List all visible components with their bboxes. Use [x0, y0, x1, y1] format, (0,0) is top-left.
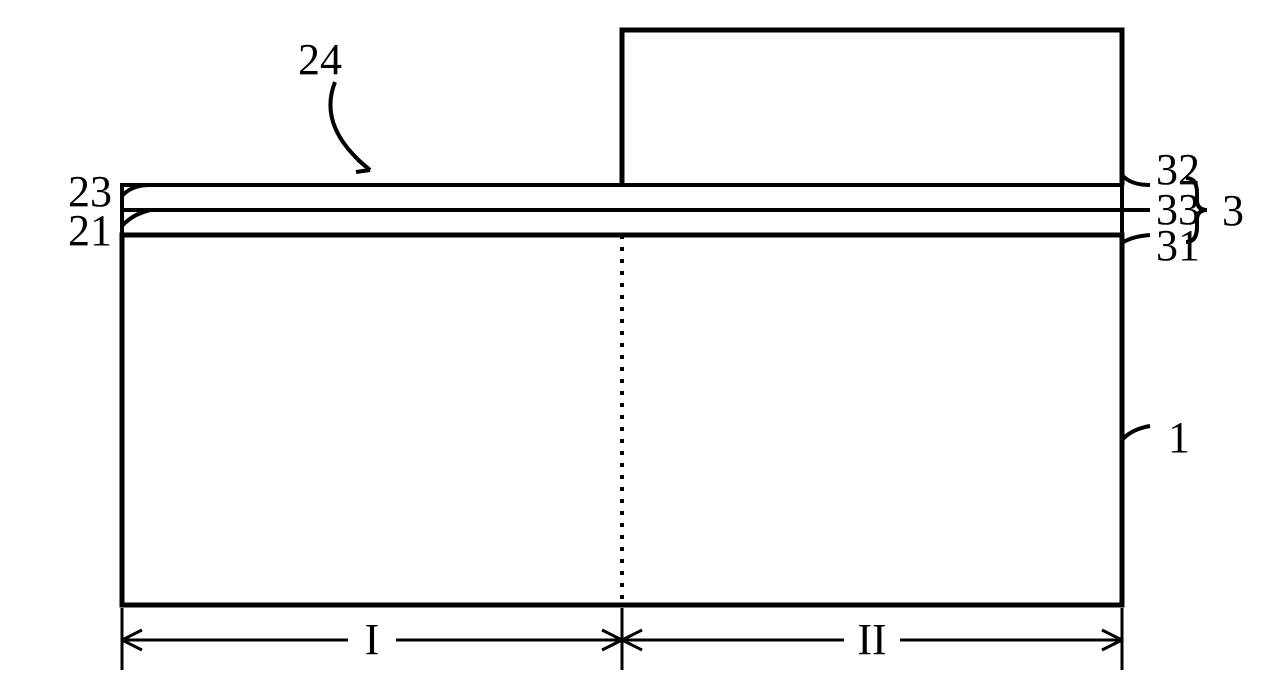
diagram-canvas: 24 23 21 32 33 31 1 3 I II	[0, 0, 1264, 680]
region-II-label: II	[857, 615, 886, 664]
pointer-24-arrowhead	[356, 160, 370, 172]
label-21: 21	[68, 206, 112, 255]
layer-33	[122, 210, 1122, 235]
pointer-24-curve	[330, 82, 370, 170]
tick-32	[1122, 175, 1150, 185]
tick-1	[1122, 426, 1150, 440]
raised-block	[622, 30, 1122, 185]
label-1: 1	[1168, 413, 1190, 462]
layer-32	[122, 185, 1122, 210]
label-31: 31	[1156, 221, 1200, 270]
region-I-label: I	[365, 615, 380, 664]
label-24: 24	[298, 35, 342, 84]
tick-31	[1122, 235, 1150, 243]
tick-21	[122, 210, 150, 226]
label-3: 3	[1222, 186, 1244, 235]
